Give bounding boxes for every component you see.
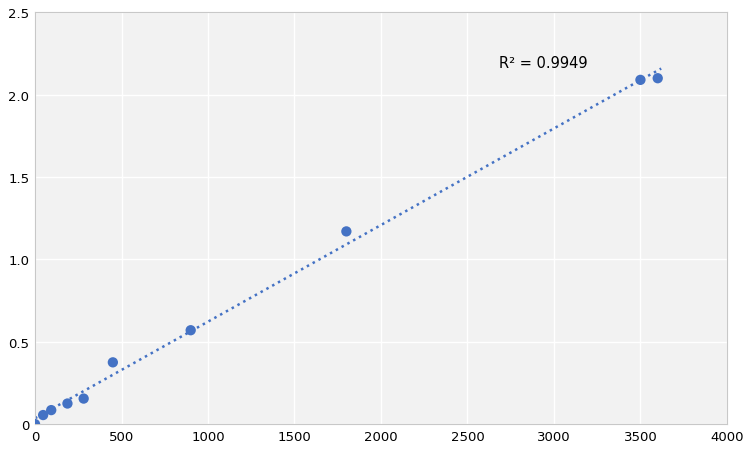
Point xyxy=(62,400,74,407)
Point xyxy=(29,421,41,428)
Point xyxy=(37,411,49,419)
Point xyxy=(652,75,664,83)
Point xyxy=(45,407,57,414)
Text: R² = 0.9949: R² = 0.9949 xyxy=(499,55,587,70)
Point xyxy=(107,359,119,366)
Point xyxy=(635,77,647,84)
Point xyxy=(341,228,353,235)
Point xyxy=(185,327,197,334)
Point xyxy=(77,395,89,402)
